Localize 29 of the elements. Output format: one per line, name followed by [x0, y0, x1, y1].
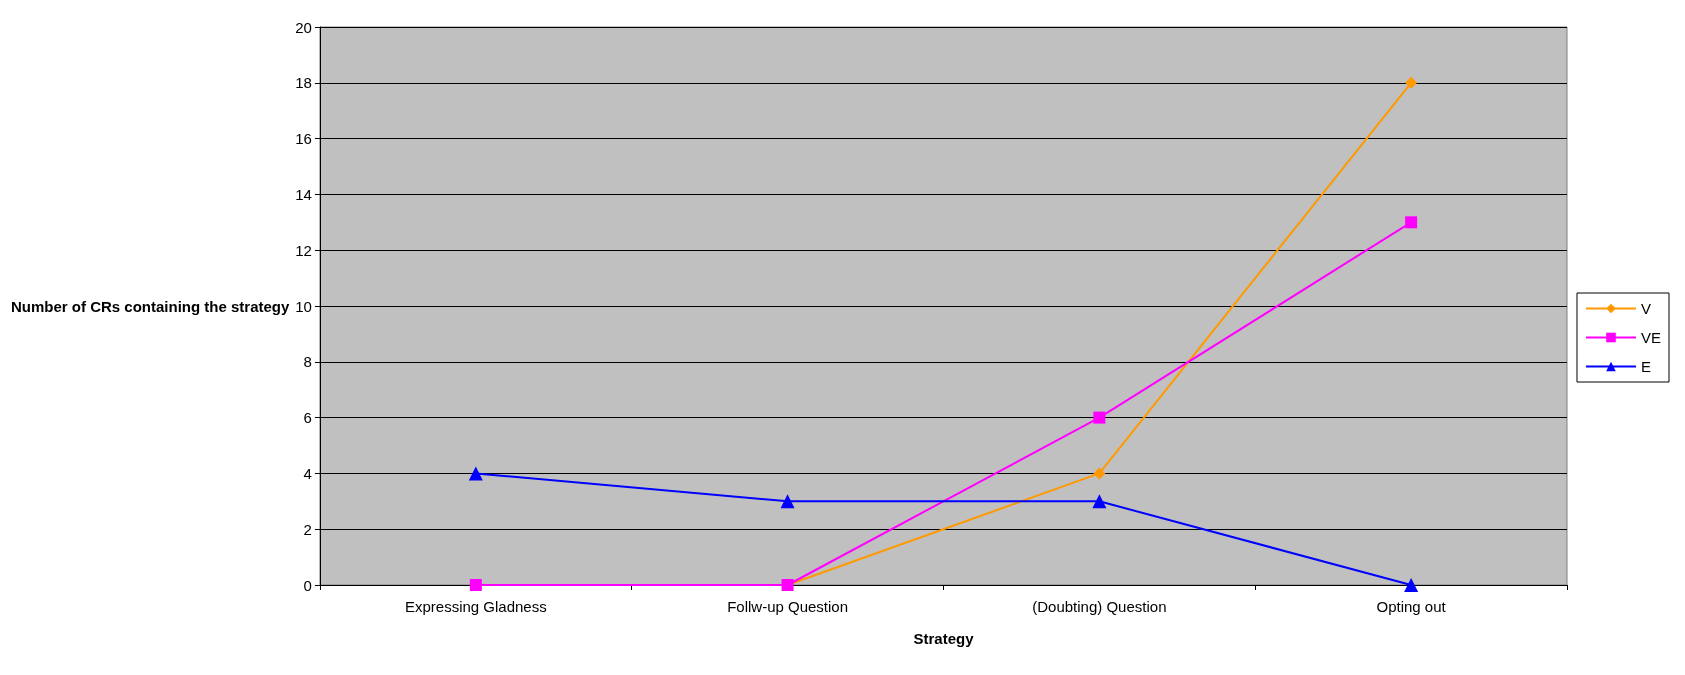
point: [780, 494, 795, 509]
point: [1093, 411, 1106, 424]
y-tick-label: 8: [303, 353, 312, 371]
x-axis-title: Strategy: [913, 630, 975, 647]
y-tick-label: 10: [295, 297, 312, 315]
point: [1092, 494, 1107, 509]
y-tick-label: 4: [303, 464, 312, 482]
x-tick-label: Expressing Gladness: [404, 598, 547, 615]
point: [1405, 76, 1418, 89]
point: [1093, 467, 1106, 480]
y-tick-label: 0: [303, 576, 312, 594]
legend-label: VE: [1640, 329, 1662, 346]
x-tick-label: Opting out: [1376, 598, 1447, 615]
point: [1405, 216, 1418, 229]
y-tick-label: 14: [295, 185, 312, 203]
legend-label: V: [1640, 300, 1652, 317]
point: [469, 579, 482, 591]
x-tick-label: (Doubting) Question: [1032, 598, 1167, 615]
x-tick-label: Follw-up Question: [727, 598, 849, 615]
y-tick-label: 20: [295, 18, 312, 36]
y-tick-label: 6: [303, 409, 312, 427]
y-tick-label: 12: [295, 241, 312, 259]
y-tick-label: 2: [303, 520, 312, 538]
point: [468, 466, 483, 481]
y-tick-label: 18: [295, 74, 312, 92]
point: [1404, 578, 1419, 592]
y-axis-title: Number of CRs containing the strategy: [11, 297, 291, 315]
y-tick-label: 16: [295, 130, 312, 148]
legend-label: E: [1640, 358, 1652, 375]
